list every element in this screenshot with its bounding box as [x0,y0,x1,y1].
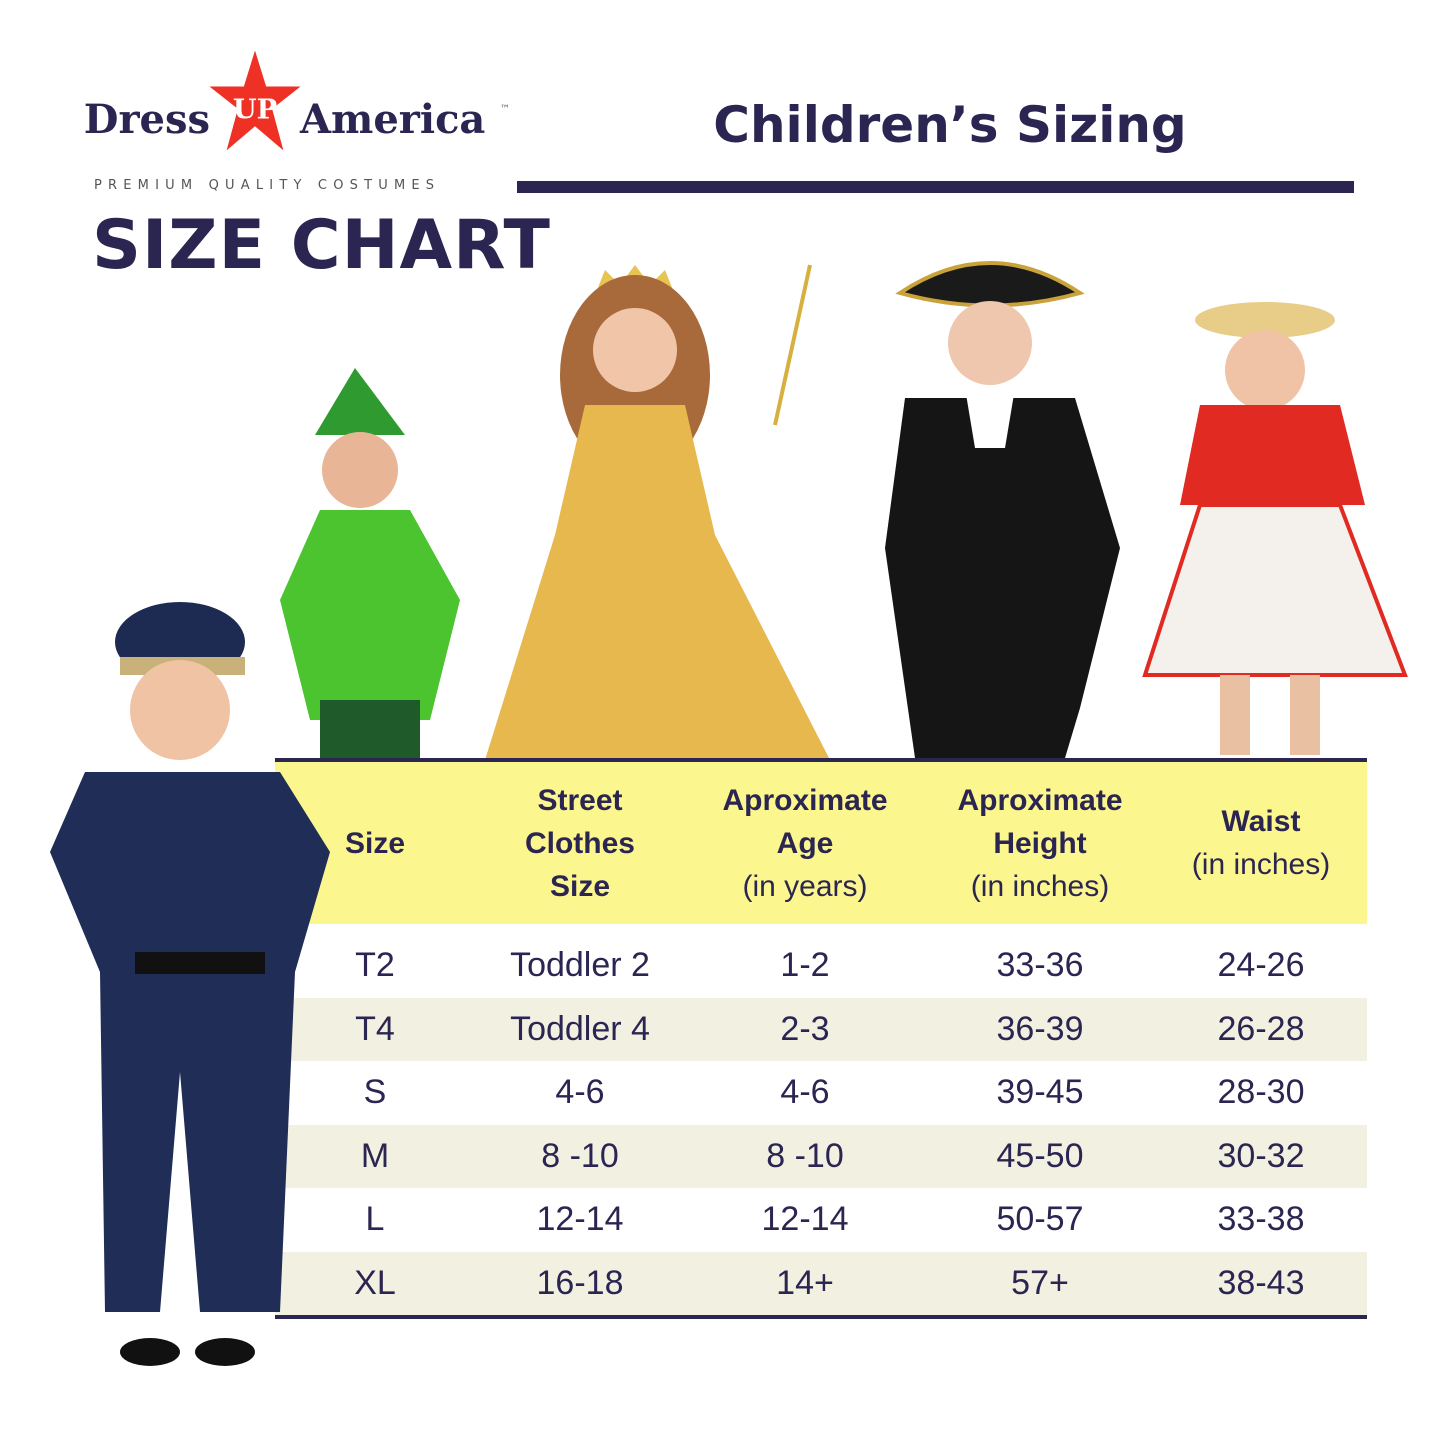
cell-street-size: Toddler 2 [510,946,650,985]
table-row: T2 Toddler 2 1-2 33-36 24-26 [275,934,1367,998]
cell-size: T2 [355,946,395,985]
police-costume-photo [50,602,330,1366]
header-waist: Waist (in inches) [1191,805,1331,881]
cell-waist: 28-30 [1217,1073,1305,1112]
cell-height: 39-45 [996,1073,1084,1112]
logo-word-america: America [300,96,486,143]
page-title: Children’s Sizing [713,96,1187,154]
table-row: XL 16-18 14+ 57+ 38-43 [275,1251,1367,1315]
cell-size: L [365,1200,385,1239]
cell-waist: 26-28 [1217,1009,1305,1048]
cell-waist: 30-32 [1217,1136,1305,1175]
header-street-clothes-size: Street Clothes Size [524,783,635,903]
cell-size: T4 [355,1009,395,1048]
cell-height: 57+ [1011,1263,1069,1302]
princess-costume-photo [485,264,830,760]
cell-size: M [360,1136,390,1175]
header-height: Aproximate Height (in inches) [957,783,1123,903]
cell-height: 36-39 [996,1009,1084,1048]
trademark: ™ [500,104,510,115]
table-row: M 8 -10 8 -10 45-50 30-32 [275,1124,1367,1188]
cell-street-size: 16-18 [536,1263,624,1302]
cell-street-size: Toddler 4 [510,1009,650,1048]
cell-age: 1-2 [780,946,830,985]
cell-size: S [363,1073,387,1112]
cell-height: 33-36 [996,946,1084,985]
header-age: Aproximate Age (in years) [722,783,888,903]
table-body: T2 Toddler 2 1-2 33-36 24-26 T4 Toddler 4 2-3 36… [275,924,1367,1319]
cell-age: 2-3 [780,1009,830,1048]
size-chart-heading: SIZE CHART [92,206,551,285]
cowgirl-costume-photo [1142,302,1408,755]
table-header: Size Street Clothes Size Aproximate Age(… [275,758,1367,924]
tagline: PREMIUM QUALITY COSTUMES [94,178,441,193]
cell-size: XL [354,1263,396,1302]
cell-height: 50-57 [996,1200,1084,1239]
colonial-costume-photo [885,261,1120,758]
table-row: T4 Toddler 4 2-3 36-39 26-28 [275,997,1367,1061]
size-table: Size Street Clothes Size Aproximate Age(… [275,758,1367,1319]
table-row: L 12-14 12-14 50-57 33-38 [275,1188,1367,1252]
cell-waist: 38-43 [1217,1263,1305,1302]
table-row: S 4-6 4-6 39-45 28-30 [275,1061,1367,1125]
header-size: Size [344,826,406,860]
logo-star-icon: UP [205,44,305,156]
logo-star-text: UP [233,93,277,125]
cell-age: 14+ [776,1263,834,1302]
cell-street-size: 4-6 [555,1073,605,1112]
cell-street-size: 12-14 [536,1200,624,1239]
cell-age: 12-14 [761,1200,849,1239]
cell-waist: 24-26 [1217,946,1305,985]
cell-street-size: 8 -10 [541,1136,619,1175]
cell-age: 4-6 [780,1073,830,1112]
cell-age: 8 -10 [766,1136,844,1175]
cell-height: 45-50 [996,1136,1084,1175]
peter-pan-costume-photo [280,368,460,760]
logo-word-dress: Dress [83,96,210,143]
title-divider [517,181,1354,193]
cell-waist: 33-38 [1217,1200,1305,1239]
